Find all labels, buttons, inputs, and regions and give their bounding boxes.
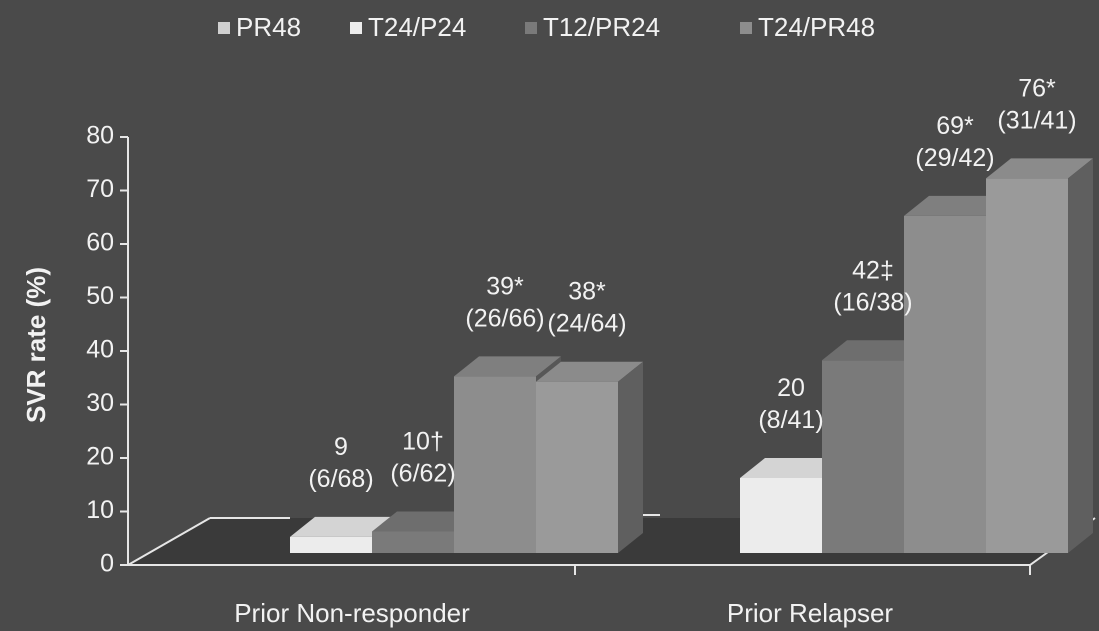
bar <box>986 158 1093 553</box>
data-label: 76* <box>1018 74 1056 102</box>
legend-item: T12/PR24 <box>525 12 660 42</box>
data-label: 69* <box>936 112 974 140</box>
bar-top <box>822 340 929 361</box>
data-sublabel: (24/64) <box>547 310 626 338</box>
y-axis: 0 10 20 30 40 50 60 70 80 <box>86 122 129 578</box>
data-sublabel: (8/41) <box>758 406 823 434</box>
data-label: 42‡ <box>852 256 894 284</box>
legend-item: T24/P24 <box>350 12 466 42</box>
data-label: 20 <box>777 374 805 402</box>
data-sublabel: (26/66) <box>465 304 544 332</box>
legend-swatch <box>525 22 537 34</box>
legend-label: T12/PR24 <box>543 12 660 42</box>
data-sublabel: (16/38) <box>833 288 912 316</box>
bar-top <box>536 361 643 382</box>
x-category-label: Prior Relapser <box>727 598 894 628</box>
bar-front <box>454 376 536 553</box>
y-tick-label: 50 <box>86 282 114 310</box>
bar-side <box>618 361 643 553</box>
bars <box>290 158 1093 553</box>
y-tick-label: 30 <box>86 389 114 417</box>
data-label: 10† <box>402 428 444 456</box>
bar-top <box>454 356 561 377</box>
x-category-label: Prior Non-responder <box>234 598 470 628</box>
legend-label: PR48 <box>236 12 301 42</box>
bar <box>536 361 643 553</box>
bar-top <box>904 195 1011 216</box>
data-sublabel: (6/62) <box>390 460 455 488</box>
data-label: 9 <box>334 433 348 461</box>
bar-top <box>372 511 479 532</box>
legend-item: PR48 <box>218 12 301 42</box>
y-axis-title: SVR rate (%) <box>21 267 51 423</box>
bar-top <box>290 516 397 537</box>
y-tick-label: 20 <box>86 443 114 471</box>
legend-swatch <box>218 22 230 34</box>
y-tick-label: 80 <box>86 122 114 150</box>
legend-swatch <box>740 22 752 34</box>
bar-front <box>986 178 1068 553</box>
bar-front <box>822 360 904 553</box>
legend-label: T24/PR48 <box>758 12 875 42</box>
bar-front <box>290 536 372 553</box>
floor-left-edge <box>127 517 211 566</box>
y-tick-label: 40 <box>86 336 114 364</box>
data-sublabel: (6/68) <box>308 465 373 493</box>
data-sublabel: (29/42) <box>915 144 994 172</box>
bar-front <box>740 478 822 553</box>
data-label: 39* <box>486 272 524 300</box>
bar-front <box>904 215 986 553</box>
data-sublabel: (31/41) <box>997 106 1076 134</box>
legend-swatch <box>350 22 362 34</box>
data-label: 38* <box>568 278 606 306</box>
bar-top <box>740 458 847 478</box>
bar-front <box>536 381 618 553</box>
legend: PR48 T24/P24 T12/PR24 T24/PR48 <box>218 12 875 42</box>
bar-side <box>1068 158 1093 553</box>
category-labels: Prior Non-responder Prior Relapser <box>234 598 893 628</box>
y-tick-label: 10 <box>86 496 114 524</box>
bar-front <box>372 531 454 553</box>
legend-label: T24/P24 <box>368 12 466 42</box>
y-tick-label: 70 <box>86 175 114 203</box>
y-tick-label: 0 <box>100 550 114 578</box>
bar-top <box>986 158 1093 179</box>
bar-labels: 9 (6/68) 10† (6/62) 39* (26/66) 38* (24/64) 20 (8… <box>308 74 1076 492</box>
legend-item: T24/PR48 <box>740 12 875 42</box>
y-tick-label: 60 <box>86 229 114 257</box>
